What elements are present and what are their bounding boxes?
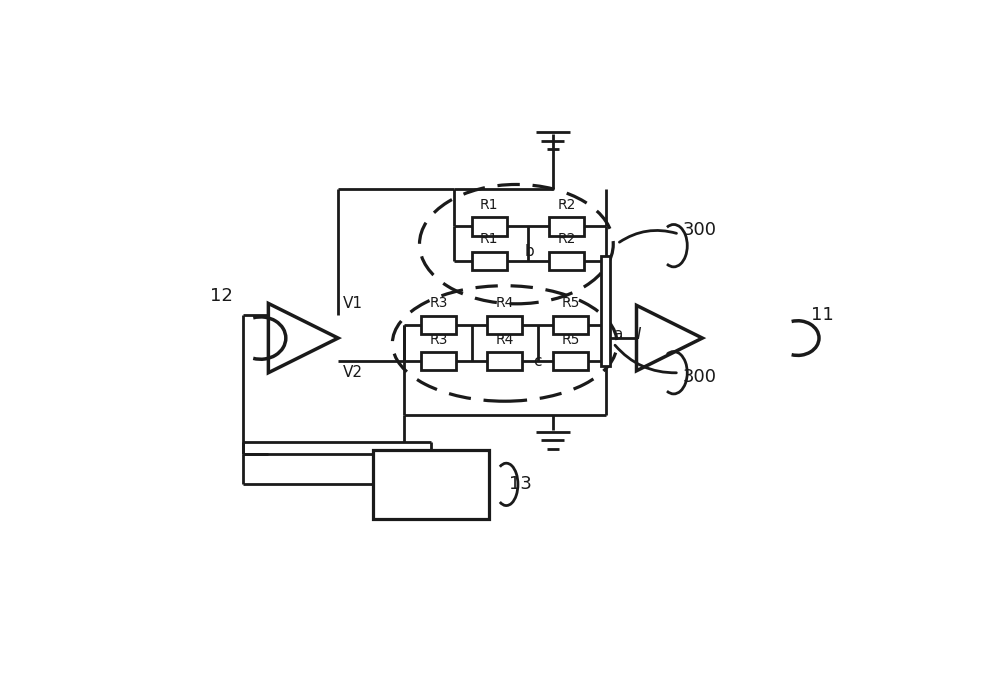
Text: b: b	[525, 244, 534, 258]
Bar	[553, 316, 588, 335]
Text: R1: R1	[480, 232, 498, 247]
Text: R4: R4	[496, 296, 514, 311]
Bar	[472, 252, 507, 270]
Text: R5: R5	[561, 296, 580, 311]
Bar	[601, 256, 610, 365]
Text: R3: R3	[430, 296, 448, 311]
Bar	[472, 217, 507, 236]
Text: R4: R4	[496, 333, 514, 346]
Text: R5: R5	[561, 333, 580, 346]
Text: R2: R2	[558, 198, 576, 212]
Text: V2: V2	[343, 365, 363, 380]
Bar	[553, 352, 588, 370]
Text: c: c	[533, 354, 542, 369]
Bar	[373, 450, 489, 519]
Text: R3: R3	[430, 333, 448, 346]
Bar	[549, 217, 584, 236]
Bar	[421, 352, 456, 370]
Text: a: a	[613, 327, 623, 341]
Text: 11: 11	[811, 306, 834, 324]
Bar	[487, 316, 522, 335]
Text: 300: 300	[683, 368, 717, 385]
Text: I: I	[637, 327, 641, 341]
Bar	[421, 316, 456, 335]
Text: R2: R2	[558, 232, 576, 247]
Text: 13: 13	[509, 475, 532, 493]
Text: 300: 300	[683, 221, 717, 239]
Text: R1: R1	[480, 198, 498, 212]
Bar	[487, 352, 522, 370]
Bar	[549, 252, 584, 270]
Text: 12: 12	[210, 286, 233, 305]
Text: V1: V1	[343, 296, 363, 311]
